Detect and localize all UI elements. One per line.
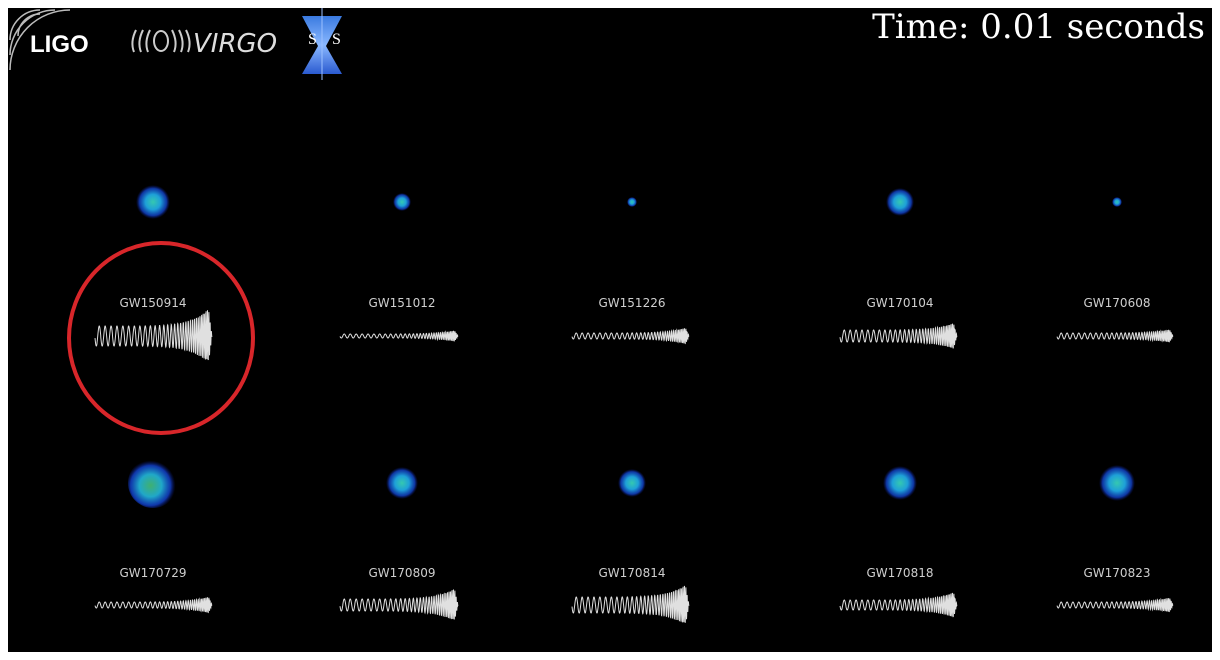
event-label: GW170818 [867,566,934,580]
event-label: GW170809 [369,566,436,580]
ligo-text: LIGO [30,31,89,58]
merger-blob [1112,197,1122,207]
merger-blob [393,193,411,211]
merger-blob [128,458,178,508]
merger-blob [136,185,170,219]
event-label: GW151226 [599,296,666,310]
video-frame: LIGO VIRGO S S Time: 0.01 seconds GW1509… [0,0,1220,660]
event-label: GW170823 [1084,566,1151,580]
sxs-letter: S [308,31,317,48]
merger-blob [618,469,646,497]
event-label: GW150914 [120,296,187,310]
virgo-text: VIRGO [193,29,277,59]
merger-blob [627,197,637,207]
merger-blob [883,466,917,500]
merger-blob [1099,465,1135,501]
sxs-logo: S S [302,8,342,80]
event-label: GW170814 [599,566,666,580]
time-label: Time: 0.01 seconds [872,7,1205,47]
event-label: GW151012 [369,296,436,310]
event-label: GW170104 [867,296,934,310]
event-label: GW170608 [1084,296,1151,310]
event-label: GW170729 [120,566,187,580]
merger-blob [886,188,914,216]
page: {"logos": {"ligo": "LIGO", "virgo": "VIR… [0,0,1220,660]
sxs-letter: S [332,31,341,48]
merger-blob [386,467,418,499]
